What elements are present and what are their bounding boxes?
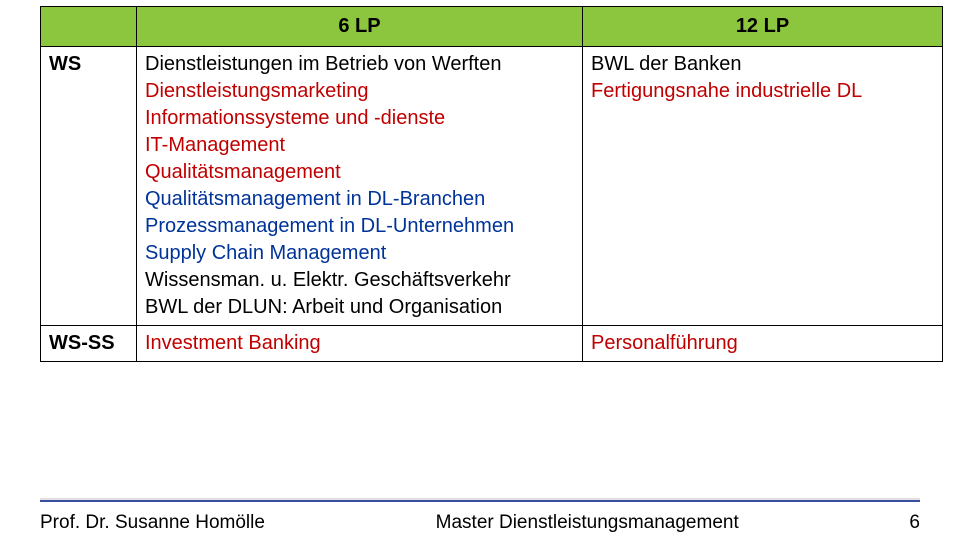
course-line: Fertigungsnahe industrielle DL: [591, 78, 934, 105]
slide: 6 LP 12 LP WSDienstleistungen im Betrieb…: [0, 6, 960, 552]
cell-6lp: Dienstleistungen im Betrieb von WerftenD…: [137, 47, 583, 326]
course-line: BWL der Banken: [591, 51, 934, 78]
cell-12lp: BWL der BankenFertigungsnahe industriell…: [583, 47, 943, 326]
col-header-6lp: 6 LP: [137, 7, 583, 47]
course-line: Investment Banking: [145, 330, 574, 357]
course-line: Wissensman. u. Elektr. Geschäftsverkehr: [145, 267, 574, 294]
course-line: Qualitätsmanagement: [145, 159, 574, 186]
footer-author: Prof. Dr. Susanne Homölle: [40, 512, 265, 534]
course-line: BWL der DLUN: Arbeit und Organisation: [145, 294, 574, 321]
course-line: Personalführung: [591, 330, 934, 357]
col-header-blank: [41, 7, 137, 47]
cell-6lp: Investment Banking: [137, 326, 583, 362]
row-label: WS-SS: [41, 326, 137, 362]
table-body: WSDienstleistungen im Betrieb von Werfte…: [41, 47, 943, 362]
table-row: WSDienstleistungen im Betrieb von Werfte…: [41, 47, 943, 326]
footer-page-number: 6: [909, 512, 920, 534]
footer-title: Master Dienstleistungsmanagement: [265, 512, 909, 534]
col-header-12lp: 12 LP: [583, 7, 943, 47]
table-header-row: 6 LP 12 LP: [41, 7, 943, 47]
footer: Prof. Dr. Susanne Homölle Master Dienstl…: [40, 498, 920, 534]
course-line: Prozessmanagement in DL-Unternehmen: [145, 213, 574, 240]
course-line: Qualitätsmanagement in DL-Branchen: [145, 186, 574, 213]
cell-12lp: Personalführung: [583, 326, 943, 362]
course-line: IT-Management: [145, 132, 574, 159]
row-label: WS: [41, 47, 137, 326]
table-row: WS-SS Investment Banking Personalführung: [41, 326, 943, 362]
course-line: Informationssysteme und -dienste: [145, 105, 574, 132]
course-line: Dienstleistungen im Betrieb von Werften: [145, 51, 574, 78]
course-line: Supply Chain Management: [145, 240, 574, 267]
footer-line: Prof. Dr. Susanne Homölle Master Dienstl…: [40, 512, 920, 534]
curriculum-table: 6 LP 12 LP WSDienstleistungen im Betrieb…: [40, 6, 943, 362]
footer-rule: [40, 498, 920, 502]
course-line: Dienstleistungsmarketing: [145, 78, 574, 105]
